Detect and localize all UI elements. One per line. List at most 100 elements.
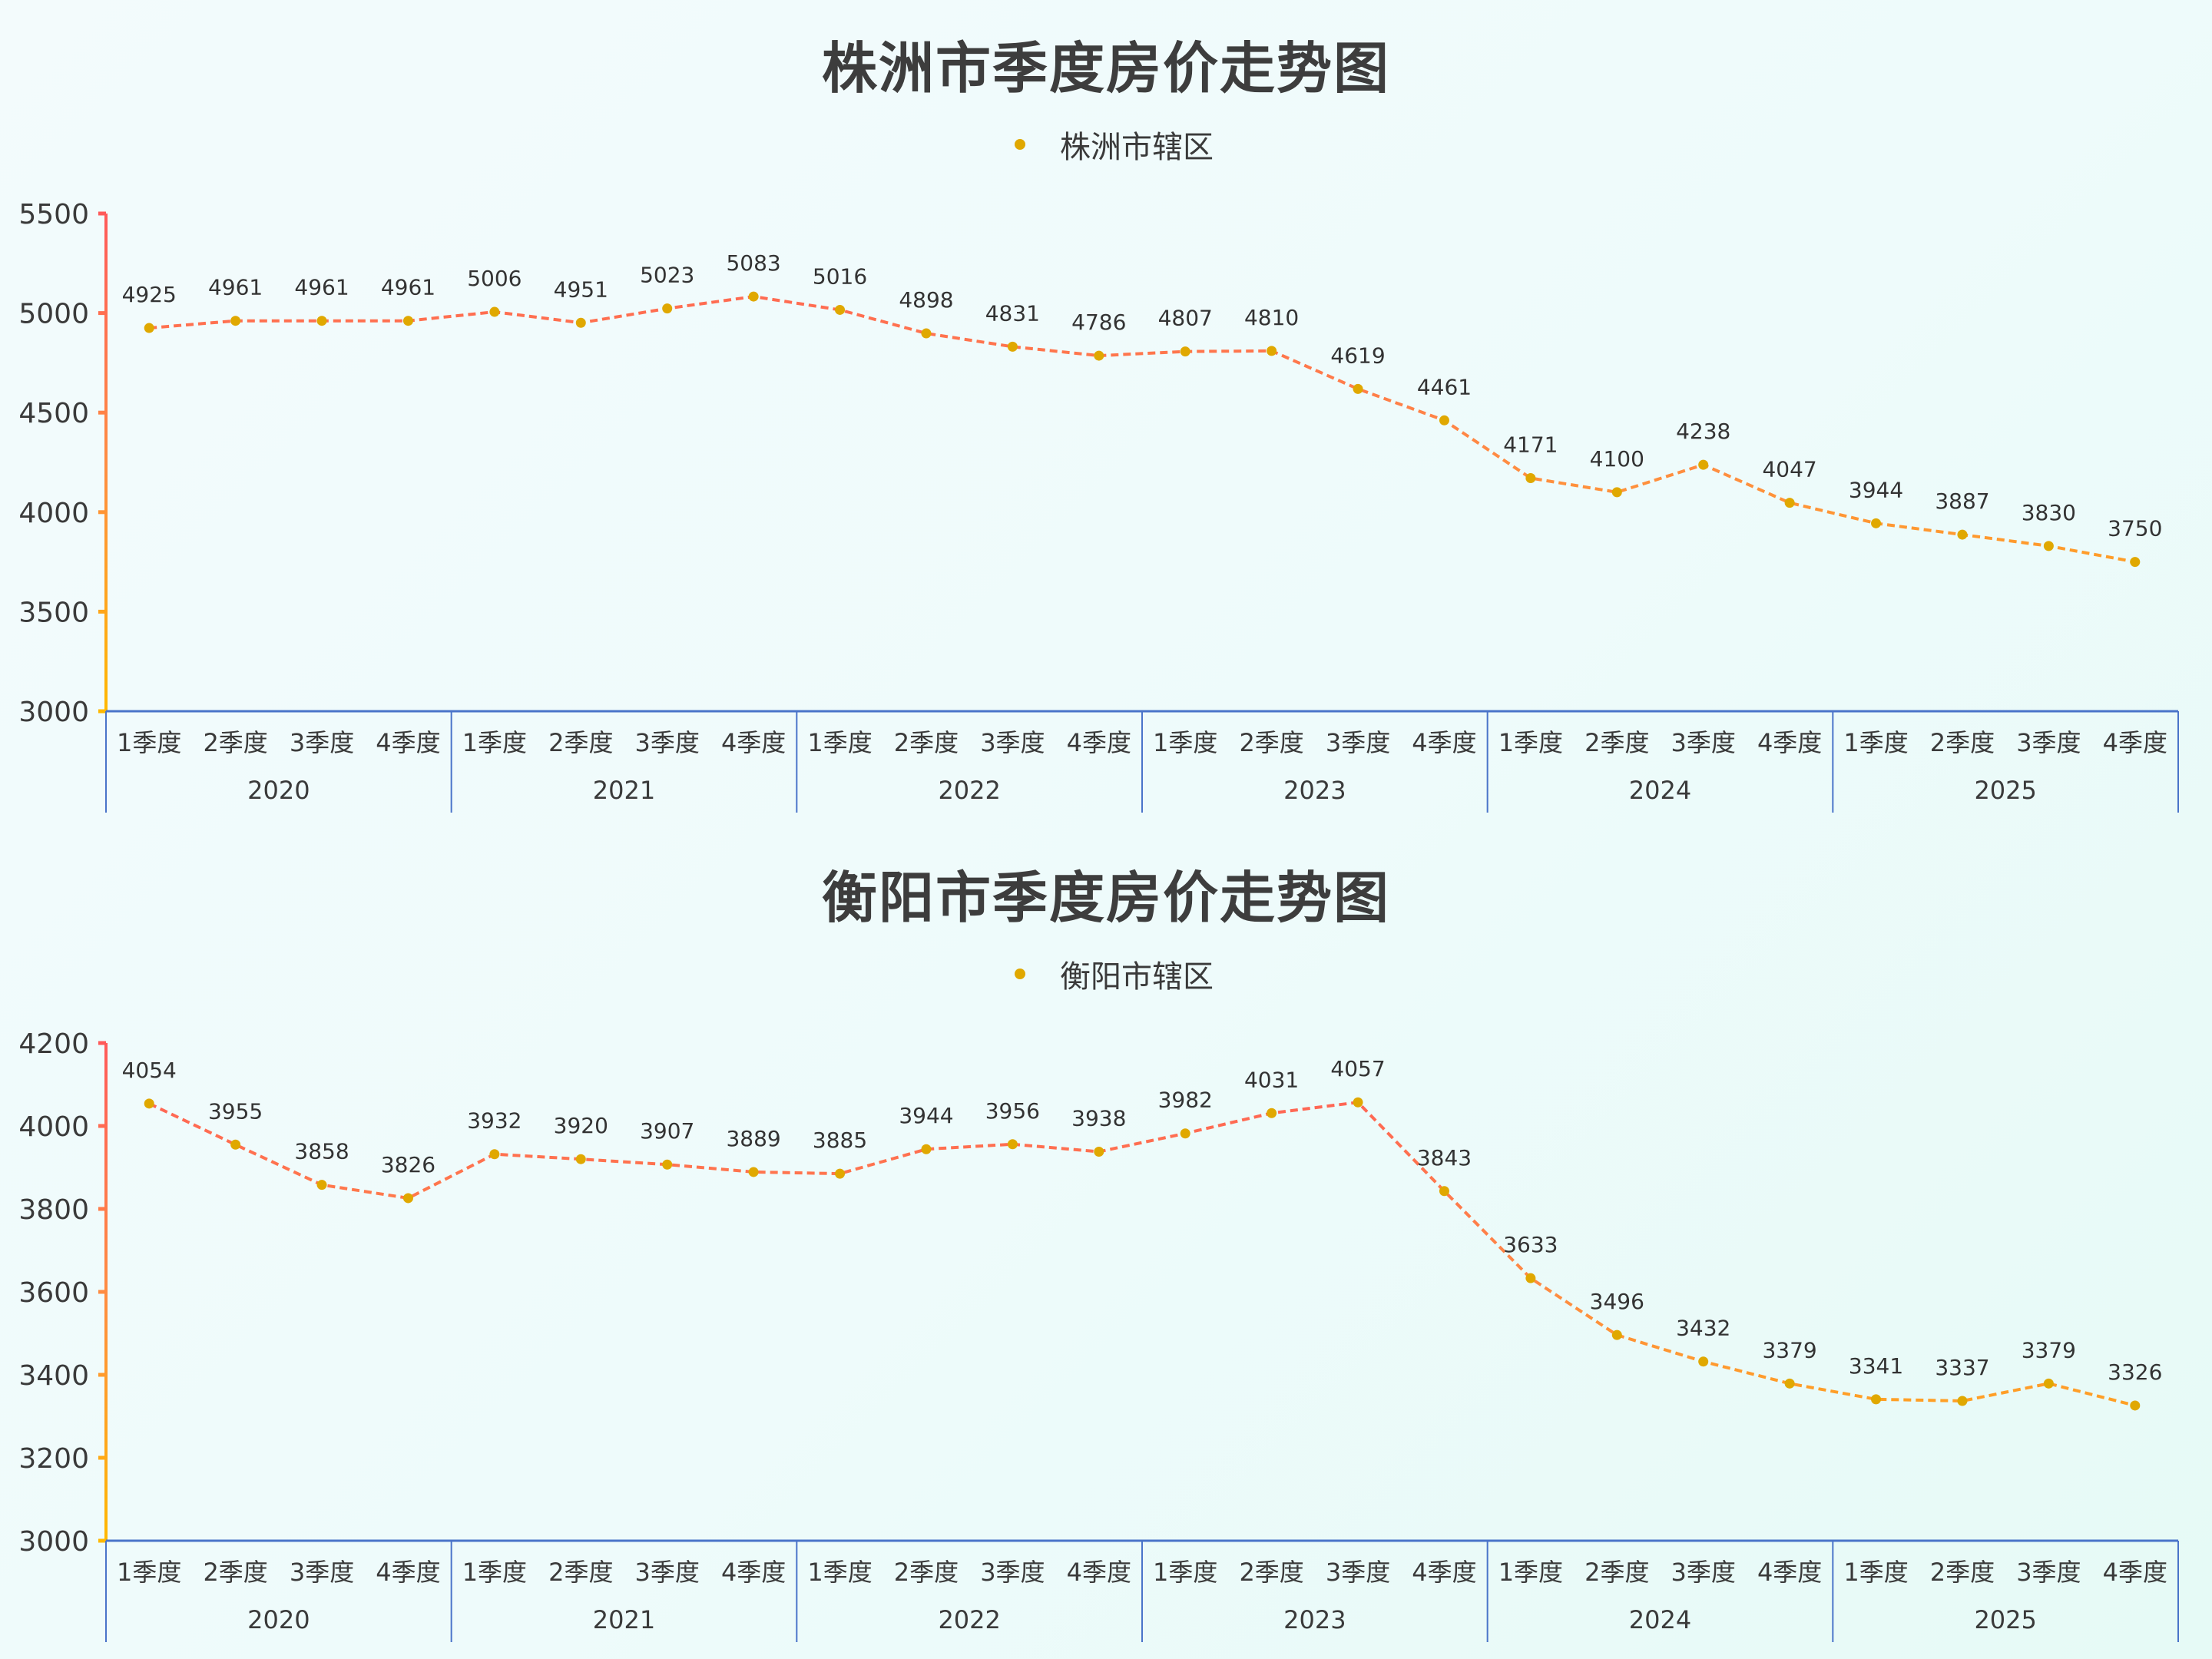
data-label: 4057 [1330,1056,1385,1081]
x-group-label: 2020 [247,1605,310,1634]
data-point-marker[interactable] [402,316,413,326]
data-point-marker[interactable] [1007,341,1018,352]
x-tick-label: 2季度 [1239,728,1303,757]
data-point-marker[interactable] [1871,1394,1882,1405]
data-point-marker[interactable] [2130,1400,2141,1411]
legend-item-zhuzhou[interactable]: 株洲市辖区 [991,121,1214,167]
data-label: 3379 [1762,1337,1816,1363]
x-tick-label: 2季度 [548,728,613,757]
data-point-marker[interactable] [1180,1128,1190,1139]
data-point-marker[interactable] [748,291,759,302]
data-point-marker[interactable] [1784,1378,1795,1389]
data-label: 4786 [1071,310,1126,335]
data-label: 4951 [554,276,608,302]
series-line [148,1101,2136,1407]
x-tick-label: 4季度 [1757,728,1822,757]
data-point-marker[interactable] [2043,1378,2054,1389]
data-point-marker[interactable] [1957,529,1968,540]
data-point-marker[interactable] [921,1144,932,1154]
x-tick-label: 2季度 [1584,728,1649,757]
data-point-marker[interactable] [1353,383,1363,394]
data-point-marker[interactable] [1439,415,1449,426]
data-label: 3938 [1071,1105,1126,1131]
x-tick-label: 3季度 [290,728,354,757]
x-tick-label: 3季度 [1671,1558,1736,1587]
data-point-marker[interactable] [1611,487,1622,498]
data-point-marker[interactable] [575,1154,586,1164]
data-point-marker[interactable] [316,316,327,326]
data-point-marker[interactable] [489,1149,500,1160]
data-point-marker[interactable] [1698,1356,1709,1367]
x-tick-label: 1季度 [1153,728,1217,757]
x-tick-label: 1季度 [1498,1558,1563,1587]
data-label: 3982 [1158,1088,1213,1113]
data-label: 4047 [1762,457,1816,482]
x-group-label: 2025 [1974,1605,2036,1634]
data-point-marker[interactable] [835,304,846,315]
data-label: 4925 [122,282,177,307]
data-point-marker[interactable] [1611,1330,1622,1340]
data-label: 3337 [1935,1355,1989,1380]
data-label: 3496 [1590,1289,1644,1314]
data-point-marker[interactable] [1525,472,1536,483]
x-tick-label: 1季度 [807,1558,872,1587]
x-tick-label: 3季度 [1326,1558,1390,1587]
data-label: 3826 [381,1152,435,1177]
data-point-marker[interactable] [835,1168,846,1179]
x-tick-label: 4季度 [1067,728,1131,757]
x-tick-label: 2季度 [1930,1558,1995,1587]
data-point-marker[interactable] [144,1098,154,1109]
data-label: 3907 [640,1118,694,1144]
data-point-marker[interactable] [489,306,500,317]
y-tick-label: 3200 [18,1443,89,1475]
data-point-marker[interactable] [1094,350,1104,361]
data-point-marker[interactable] [1267,346,1277,356]
data-point-marker[interactable] [1267,1108,1277,1118]
legend-item-hengyang[interactable]: 衡阳市辖区 [991,951,1214,997]
data-point-marker[interactable] [575,317,586,328]
y-tick-label: 4000 [18,498,89,529]
x-tick-label: 2季度 [548,1558,613,1587]
legend-label: 株洲市辖区 [1060,130,1214,165]
x-tick-label: 2季度 [1239,1558,1303,1587]
data-label: 3885 [813,1128,867,1153]
data-point-marker[interactable] [144,323,154,333]
data-point-marker[interactable] [921,328,932,339]
data-point-marker[interactable] [1871,518,1882,528]
x-group-label: 2024 [1629,1605,1691,1634]
data-label: 4031 [1244,1067,1299,1092]
data-point-marker[interactable] [2130,557,2141,568]
data-point-marker[interactable] [1180,346,1190,357]
data-label: 4961 [294,275,349,300]
data-label: 4961 [381,275,435,300]
y-tick-label: 4000 [18,1111,89,1143]
x-tick-label: 1季度 [1843,1558,1908,1587]
data-label: 4619 [1330,343,1385,368]
data-point-marker[interactable] [1698,459,1709,470]
x-group-label: 2021 [593,776,655,805]
y-tick-label: 5000 [18,299,89,330]
x-group-label: 2023 [1283,1605,1346,1634]
data-point-marker[interactable] [1784,498,1795,508]
data-point-marker[interactable] [1439,1186,1449,1197]
data-point-marker[interactable] [1353,1097,1363,1108]
data-point-marker[interactable] [662,1159,673,1170]
data-point-marker[interactable] [230,1139,241,1150]
x-group-label: 2024 [1629,776,1691,805]
data-point-marker[interactable] [316,1180,327,1190]
data-point-marker[interactable] [1094,1146,1104,1157]
x-tick-label: 1季度 [117,728,181,757]
y-tick-label: 3000 [18,697,89,728]
data-point-marker[interactable] [748,1167,759,1177]
data-point-marker[interactable] [1525,1273,1536,1283]
data-point-marker[interactable] [2043,541,2054,551]
x-tick-label: 4季度 [1067,1558,1131,1587]
data-point-marker[interactable] [402,1193,413,1204]
data-point-marker[interactable] [1007,1139,1018,1150]
data-point-marker[interactable] [230,316,241,326]
data-point-marker[interactable] [1957,1396,1968,1406]
data-point-marker[interactable] [662,303,673,314]
series-line [149,295,2136,564]
x-tick-label: 4季度 [721,728,786,757]
x-tick-label: 2季度 [203,1558,267,1587]
